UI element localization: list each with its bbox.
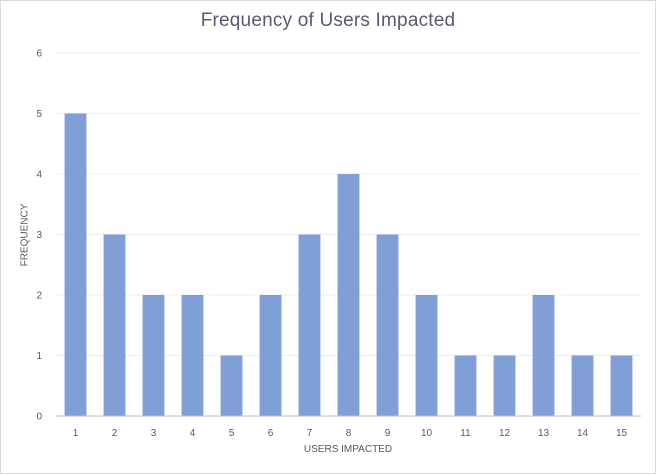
bar — [376, 234, 399, 416]
x-tick-label: 13 — [538, 428, 550, 439]
x-tick-label: 4 — [190, 428, 196, 439]
y-tick-label: 0 — [36, 412, 42, 423]
x-tick-label: 12 — [499, 428, 511, 439]
bar — [298, 234, 321, 416]
y-tick-label: 5 — [36, 109, 42, 120]
bar — [415, 295, 438, 416]
bar — [571, 355, 594, 416]
x-tick-label: 15 — [616, 428, 628, 439]
bar — [610, 355, 633, 416]
x-tick-label: 9 — [385, 428, 391, 439]
x-tick-label: 1 — [73, 428, 79, 439]
y-tick-label: 6 — [36, 49, 42, 60]
bar — [220, 355, 243, 416]
chart-title: Frequency of Users Impacted — [200, 10, 456, 31]
x-axis-label: USERS IMPACTED — [303, 444, 393, 455]
x-tick-label: 10 — [421, 428, 433, 439]
x-tick-label: 2 — [112, 428, 118, 439]
y-tick-label: 2 — [36, 291, 42, 302]
bar — [142, 295, 165, 416]
bar — [181, 295, 204, 416]
x-tick-label: 3 — [151, 428, 157, 439]
x-tick-label: 7 — [307, 428, 313, 439]
bar — [493, 355, 516, 416]
x-tick-label: 8 — [346, 428, 352, 439]
bar — [259, 295, 282, 416]
x-tick-label: 6 — [268, 428, 274, 439]
bar — [103, 234, 126, 416]
bar — [454, 355, 477, 416]
bar — [337, 174, 360, 416]
bar — [532, 295, 555, 416]
y-tick-label: 1 — [36, 351, 42, 362]
x-tick-label: 5 — [229, 428, 235, 439]
bar — [64, 113, 87, 416]
y-tick-label: 3 — [36, 230, 42, 241]
y-tick-label: 4 — [36, 170, 42, 181]
x-tick-label: 14 — [577, 428, 589, 439]
x-tick-label: 11 — [460, 428, 471, 439]
